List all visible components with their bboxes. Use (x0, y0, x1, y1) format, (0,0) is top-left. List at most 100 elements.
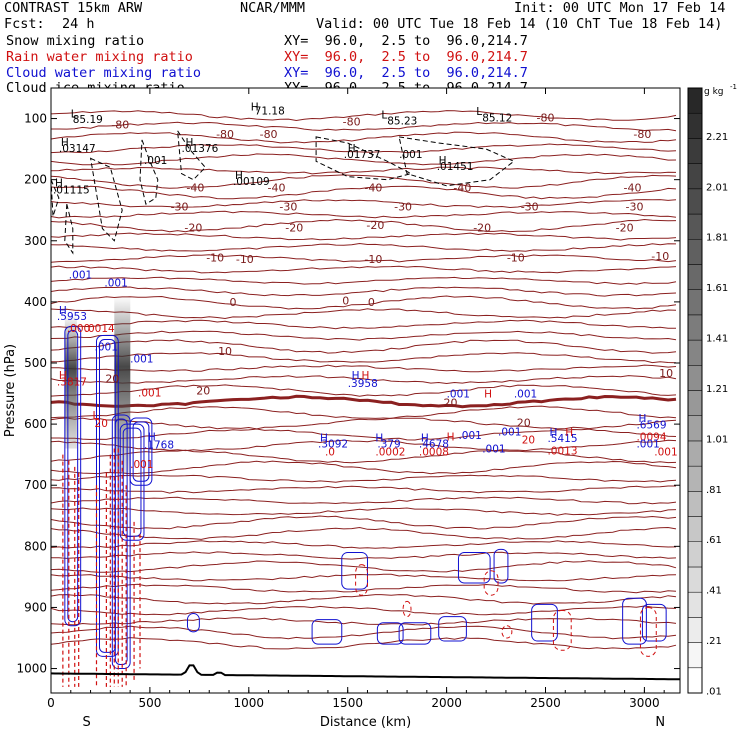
legend-cloud-water: Cloud water mixing ratio (6, 65, 202, 81)
x-tick-label: 1500 (332, 696, 363, 710)
field-extremum-label: .0 (325, 447, 335, 459)
field-extremum-label: H (439, 155, 447, 167)
valid-time: Valid: 00 UTC Tue 18 Feb 14 (10 ChT Tue … (316, 16, 723, 32)
temperature-contour (51, 254, 677, 263)
field-extremum-label: .001 (399, 149, 422, 161)
temperature-contour (51, 375, 677, 385)
colorbar-unit-exponent: -1 (730, 83, 737, 91)
colorbar-tick-label: 1.41 (706, 334, 728, 345)
cloud-water-contour (493, 548, 509, 584)
plot-background (51, 88, 680, 693)
temperature-label: -30 (394, 201, 412, 214)
cloud-ice-contour (315, 136, 413, 181)
field-extremum-label: 85.23 (387, 115, 417, 127)
cloud-ice-contour (89, 157, 123, 242)
temperature-contour (51, 540, 677, 549)
temperature-label: -10 (651, 250, 669, 263)
temperature-contour (51, 166, 677, 175)
field-extremum-label: H (352, 370, 360, 382)
temperature-contour (51, 265, 677, 274)
temperature-label: -20 (473, 221, 491, 234)
cloud-water-contour (122, 427, 142, 537)
colorbar-tick-label: .41 (706, 586, 722, 597)
temperature-label: -30 (521, 201, 539, 214)
colorbar-segment (687, 289, 703, 316)
temperature-contour (51, 339, 677, 354)
x-tick-label: 2500 (530, 696, 561, 710)
colorbar-tick-label: .61 (706, 535, 722, 546)
temperature-contour (51, 507, 677, 516)
colorbar-segment (687, 87, 703, 114)
temperature-label: -80 (260, 128, 278, 141)
temperature-contour (51, 605, 677, 616)
temperature-label: 0 (229, 296, 236, 309)
x-tick-label: 2000 (431, 696, 462, 710)
field-extremum-label: .000 (67, 323, 90, 335)
field-extremum-label: .01376 (182, 143, 219, 155)
colorbar-segment (687, 566, 703, 593)
temperature-contour (51, 417, 677, 430)
field-extremum-label: H (549, 427, 557, 439)
temperature-contour (51, 131, 677, 144)
temperature-label: -80 (537, 111, 555, 124)
colorbar-segment (687, 642, 703, 669)
cloud-ice-contour (64, 203, 74, 255)
cloud-water-contour (398, 622, 432, 645)
temperature-label: 20 (196, 385, 210, 398)
field-extremum-label: .0013 (547, 445, 577, 457)
direction-label-north: N (655, 715, 665, 730)
colorbar-tick-label: .21 (706, 636, 722, 647)
temperature-label: -10 (364, 253, 382, 266)
legend-snow: Snow mixing ratio (6, 33, 145, 49)
colorbar-segment (687, 541, 703, 568)
temperature-label: -30 (279, 201, 297, 214)
temperature-contour (51, 560, 677, 573)
temperature-contour (51, 551, 677, 560)
y-tick-label: 900 (24, 600, 47, 614)
temperature-label: -80 (633, 128, 651, 141)
temperature-contour (51, 330, 677, 341)
field-extremum-label: .001 (138, 387, 161, 399)
forecast-hours: 24 h (62, 16, 95, 32)
cloud-ice-contour (51, 179, 60, 217)
temperature-contour (51, 573, 677, 582)
temperature-label: -40 (268, 182, 286, 195)
temperature-contour (51, 153, 677, 166)
field-extremum-label: .0014 (85, 323, 115, 335)
temperature-contour (51, 474, 677, 483)
legend-rain-xy: XY= 96.0, 2.5 to 96.0,214.7 (284, 49, 528, 65)
field-extremum-label: .5415 (547, 433, 577, 445)
field-extremum-label: .001 (654, 447, 677, 459)
colorbar-tick-label: .01 (706, 686, 722, 697)
temperature-contour (51, 515, 677, 530)
temperature-contour (51, 143, 677, 154)
field-extremum-label: .001 (95, 342, 118, 354)
y-tick-label: 1000 (16, 662, 47, 676)
cloud-water-contour (438, 616, 467, 642)
temperature-label: -20 (184, 221, 202, 234)
field-extremum-label: .3092 (318, 439, 348, 451)
cloud-water-contour (641, 603, 667, 642)
cloud-water-contour (186, 613, 200, 633)
field-extremum-label: 85.19 (73, 114, 103, 126)
cloud-ice-contour (139, 139, 159, 205)
cloud-water-contour (114, 418, 128, 666)
field-extremum-label: .001 (130, 459, 153, 471)
field-extremum-label: H (484, 389, 492, 401)
field-extremum-label: H (320, 433, 328, 445)
field-extremum-label: .0008 (419, 447, 449, 459)
temperature-label: -40 (453, 182, 471, 195)
field-extremum-label: H (148, 431, 156, 443)
rain-water-contour (402, 600, 412, 618)
field-extremum-label: .001 (130, 354, 153, 366)
temperature-contour (51, 428, 677, 441)
colorbar-segment (687, 440, 703, 467)
colorbar-segment (687, 491, 703, 517)
field-extremum-label: H (186, 137, 194, 149)
temperature-contour (51, 364, 677, 373)
colorbar-tick-label: 1.61 (706, 283, 728, 294)
colorbar-segment (687, 188, 703, 215)
temperature-contour (51, 308, 677, 320)
field-extremum-label: H (251, 101, 259, 113)
field-extremum-label: H (565, 427, 573, 439)
